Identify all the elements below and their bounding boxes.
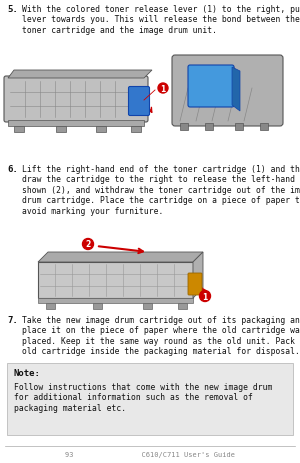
Bar — [56, 127, 66, 133]
Bar — [46, 303, 55, 309]
Text: 93                C610/C711 User's Guide: 93 C610/C711 User's Guide — [65, 451, 235, 457]
Polygon shape — [193, 252, 203, 298]
Bar — [131, 127, 141, 133]
Bar — [14, 127, 24, 133]
Polygon shape — [232, 68, 240, 112]
Bar — [260, 124, 268, 131]
Bar — [143, 303, 152, 309]
Text: 6.: 6. — [7, 165, 18, 174]
Text: Take the new image drum cartridge out of its packaging and
place it on the piece: Take the new image drum cartridge out of… — [22, 315, 300, 356]
Text: 7.: 7. — [7, 315, 18, 324]
Bar — [205, 124, 213, 131]
Text: Follow instructions that come with the new image drum
for additional information: Follow instructions that come with the n… — [14, 382, 272, 412]
Circle shape — [200, 291, 211, 302]
FancyBboxPatch shape — [188, 66, 234, 108]
FancyBboxPatch shape — [188, 274, 202, 295]
Bar — [8, 121, 144, 127]
Text: With the colored toner release lever (1) to the right, pull the
lever towards yo: With the colored toner release lever (1)… — [22, 5, 300, 35]
Text: 2: 2 — [85, 240, 91, 249]
Bar — [178, 303, 187, 309]
Polygon shape — [8, 71, 152, 79]
Text: 5.: 5. — [7, 5, 18, 14]
Text: 1: 1 — [160, 84, 166, 94]
Polygon shape — [38, 263, 193, 298]
Text: Note:: Note: — [14, 368, 41, 377]
FancyBboxPatch shape — [7, 363, 293, 435]
FancyBboxPatch shape — [4, 77, 148, 123]
FancyBboxPatch shape — [128, 88, 149, 116]
Bar — [96, 127, 106, 133]
Bar — [93, 303, 102, 309]
FancyBboxPatch shape — [172, 56, 283, 127]
Text: Lift the right-hand end of the toner cartridge (1) and then
draw the cartridge t: Lift the right-hand end of the toner car… — [22, 165, 300, 215]
Circle shape — [82, 239, 94, 250]
Bar — [38, 298, 193, 303]
Bar — [180, 124, 188, 131]
Bar — [235, 124, 243, 131]
Polygon shape — [38, 252, 203, 263]
Circle shape — [158, 84, 168, 94]
Text: 1: 1 — [202, 292, 208, 301]
